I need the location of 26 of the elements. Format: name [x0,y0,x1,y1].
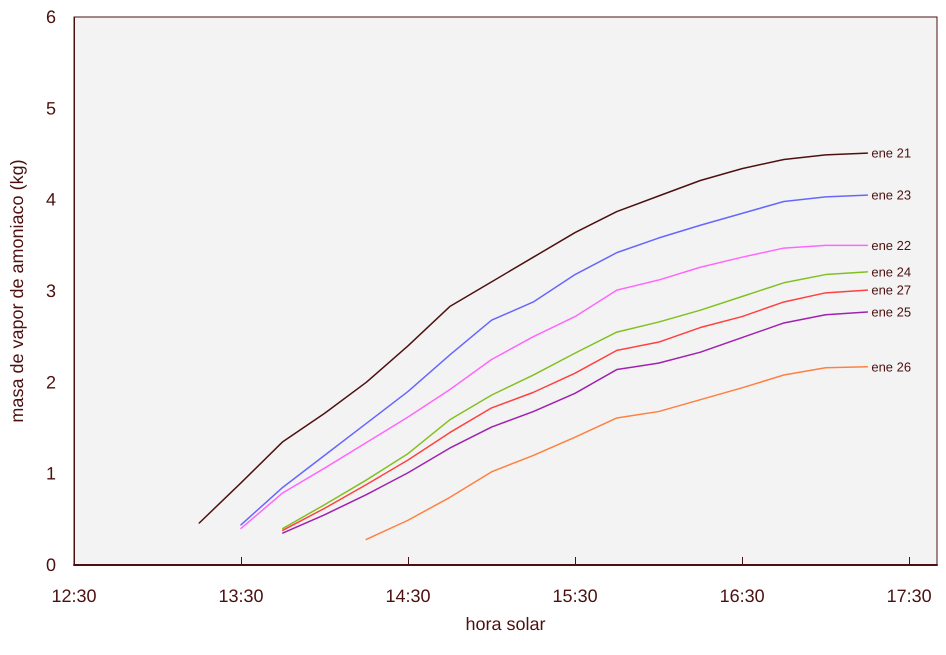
x-tick-label: 16:30 [720,586,765,606]
series-label: ene 25 [871,304,912,320]
line-series [240,244,868,530]
line-series [366,366,868,540]
x-tick-label: 17:30 [886,586,932,606]
line-series [198,152,868,524]
y-tick-label: 4 [46,190,56,210]
y-tick-label: 0 [46,555,56,575]
y-tick-label: 6 [46,7,56,27]
x-tick-label: 13:30 [218,586,264,606]
line-series [240,194,868,526]
y-tick-label: 2 [46,372,56,392]
x-tick-label: 15:30 [552,586,598,606]
x-tick-label: 12:30 [51,586,97,606]
y-axis-title: masa de vapor de amoniaco (kg) [7,159,27,423]
series-label: ene 24 [871,264,912,280]
y-tick-label: 1 [46,464,56,484]
series-label: ene 22 [871,238,912,253]
x-axis-title: hora solar [465,614,546,634]
y-tick-label: 3 [46,281,56,301]
y-tick-label: 5 [46,98,56,118]
series-label: ene 27 [871,282,912,298]
series-label: ene 26 [871,359,912,374]
series-label: ene 21 [871,146,912,161]
x-tick-label: 14:30 [386,586,431,606]
series-label: ene 23 [871,188,912,203]
